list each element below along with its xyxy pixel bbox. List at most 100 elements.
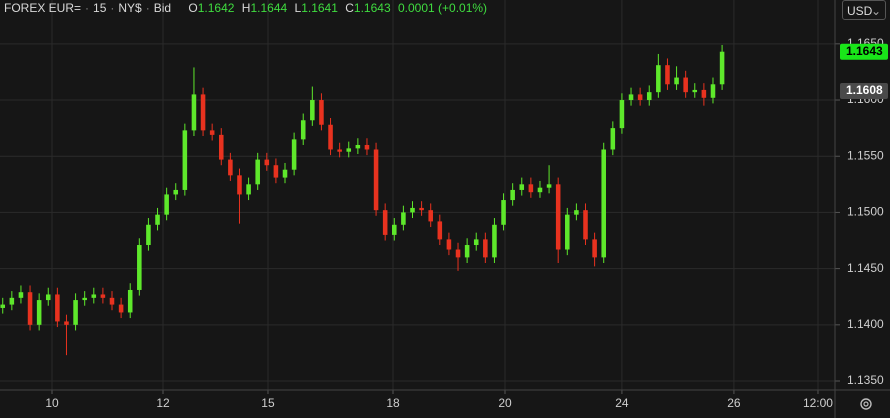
header: FOREX EUR= · 15 · NY$ · Bid O1.1642 H1.1644 L1… <box>4 1 488 15</box>
candle-body <box>373 149 379 211</box>
candle-body <box>310 100 315 121</box>
candle-body <box>574 210 579 215</box>
candle-body <box>164 194 169 215</box>
candle-body <box>455 249 461 258</box>
candle-body <box>446 239 452 250</box>
candle-body <box>255 159 260 185</box>
candle-body <box>73 300 78 325</box>
candle-body <box>109 297 115 305</box>
candle-body <box>100 294 106 298</box>
candle-body <box>646 92 652 101</box>
high-label: H <box>241 1 251 15</box>
candle-body <box>473 239 479 246</box>
candle-body <box>264 159 270 166</box>
candle-body <box>209 130 215 135</box>
candle-body <box>537 187 543 193</box>
candle-body <box>64 321 69 325</box>
candle-body <box>637 94 643 101</box>
candle-body <box>146 224 151 246</box>
candle-body <box>9 297 15 305</box>
candle-body <box>428 210 433 222</box>
candle-body <box>337 149 342 152</box>
candle-body <box>82 297 87 301</box>
open-label: O <box>188 1 198 15</box>
candle-body <box>36 300 42 325</box>
candle-body <box>191 94 197 131</box>
candle-body <box>619 100 625 129</box>
candle-body <box>346 148 352 152</box>
x-tick-label: 20 <box>498 396 512 410</box>
y-tick-label: 1.1550 <box>847 148 884 162</box>
candle-body <box>410 207 415 213</box>
y-tick-label: 1.1400 <box>847 317 884 331</box>
x-tick-label: 10 <box>45 396 59 410</box>
price-badge-label: 1.1643 <box>846 44 883 58</box>
candle-body <box>555 184 561 250</box>
currency-select[interactable]: USD ⌄ <box>842 0 886 20</box>
candle-body <box>501 200 506 225</box>
candle-body <box>656 65 661 93</box>
candle-body <box>319 100 324 125</box>
candle-body <box>228 159 233 176</box>
candle-body <box>464 245 470 258</box>
candle-body <box>155 214 160 225</box>
candle-body <box>492 224 497 258</box>
candle-body <box>610 128 616 150</box>
y-tick-label: 1.1350 <box>847 373 884 387</box>
candle-body <box>382 210 388 235</box>
x-tick-label: 12 <box>156 396 170 410</box>
candle-body <box>519 184 525 190</box>
price-badge-label: 1.1608 <box>846 83 883 97</box>
candle-body <box>55 294 60 322</box>
candle-body <box>246 184 251 195</box>
candle-body <box>601 149 606 258</box>
candle-body <box>528 184 534 193</box>
price-type: Bid <box>153 1 172 15</box>
high-value: 1.1644 <box>250 1 288 15</box>
candle-body <box>328 124 333 150</box>
candle-body <box>173 189 179 195</box>
candle-body <box>355 144 361 149</box>
candle-body <box>27 292 33 325</box>
price-badge <box>840 43 888 60</box>
candle-body <box>437 221 443 240</box>
close-label: C <box>345 1 354 15</box>
candle-body <box>127 289 133 313</box>
x-tick-label: 26 <box>727 396 741 410</box>
currency: USD <box>847 4 873 18</box>
candle-body <box>291 139 297 170</box>
candle-body <box>45 294 51 301</box>
candle-body <box>546 184 552 188</box>
candle-body <box>710 84 716 98</box>
candle-body <box>510 189 515 201</box>
candle-body <box>182 130 188 190</box>
candle-body <box>592 239 597 258</box>
candle-body <box>483 239 488 258</box>
candle-body <box>665 65 670 85</box>
candle-body <box>583 210 588 240</box>
settings-button[interactable] <box>858 396 874 412</box>
candle-body <box>137 245 142 290</box>
open-value: 1.1642 <box>197 1 235 15</box>
y-tick-label: 1.1500 <box>847 205 884 219</box>
candle-body <box>392 224 397 235</box>
candle-body <box>218 134 224 160</box>
candle-body <box>565 214 570 250</box>
candle-body <box>674 77 679 85</box>
candle-body <box>0 304 6 308</box>
x-tick-label: 12:00 <box>803 396 833 410</box>
candle-body <box>118 304 124 313</box>
x-tick-label: 18 <box>386 396 400 410</box>
y-tick-label: 1.1450 <box>847 261 884 275</box>
candle-body <box>200 94 206 131</box>
candle-body <box>628 94 634 101</box>
x-tick-label: 15 <box>261 396 275 410</box>
symbol: FOREX EUR= <box>4 1 82 15</box>
candle-body <box>237 175 242 195</box>
low-value: 1.1641 <box>301 1 338 15</box>
x-tick-label: 24 <box>615 396 629 410</box>
candle-body <box>419 207 424 211</box>
candle-body <box>719 51 725 85</box>
change: 0.0001 <box>397 1 435 15</box>
